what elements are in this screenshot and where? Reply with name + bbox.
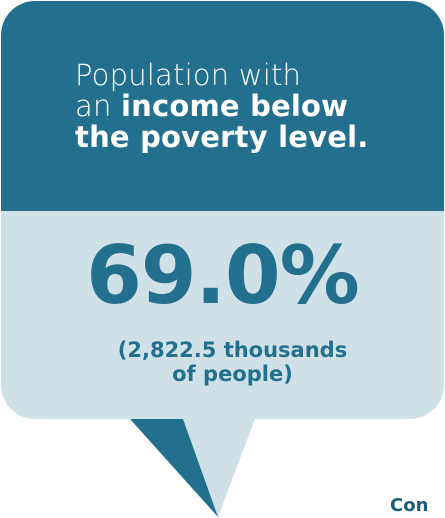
heading-line-3: the poverty level. [75,122,405,153]
heading-line-1: Population with [75,58,302,92]
heading-line-2: an income below [75,91,405,122]
card-value-panel [1,211,444,419]
poverty-percentage: 69.0% [86,229,360,322]
heading-line-3-bold: the poverty level. [75,120,369,154]
card-heading: Population with an income below the pove… [75,60,405,153]
tail-dark-part [130,419,218,517]
cropped-label: Con [390,495,429,516]
heading-line-2-prefix: an [75,89,121,123]
population-count-line-2: of people) [172,362,293,386]
tail-light-part [145,419,255,517]
card-header-panel [1,1,444,211]
population-count: (2,822.5 thousands of people) [60,338,405,386]
heading-line-2-bold: income below [120,89,349,123]
population-count-line-1: (2,822.5 thousands [117,338,348,362]
